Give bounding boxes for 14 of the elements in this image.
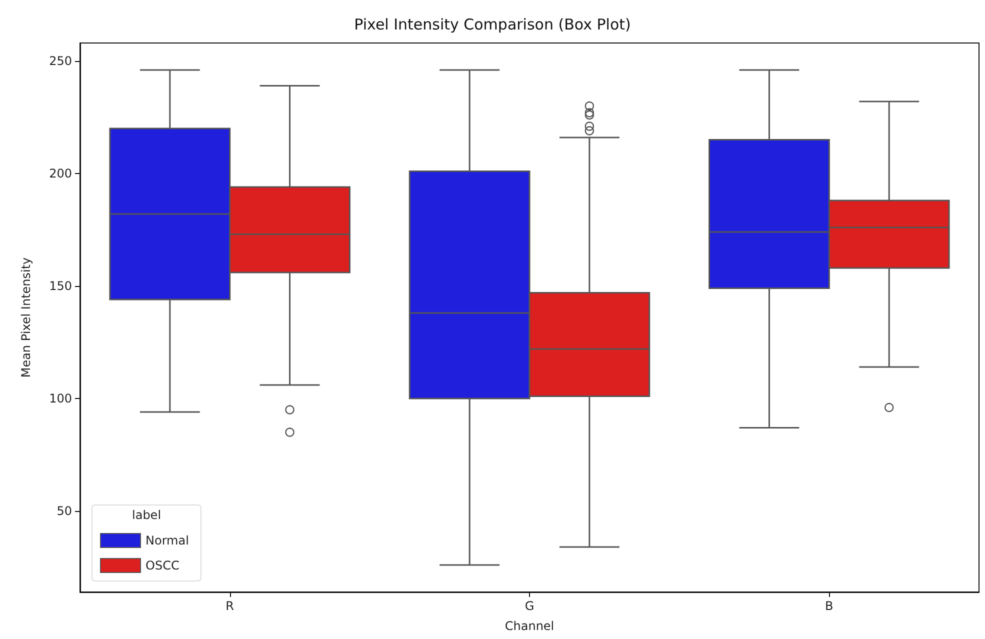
- legend-label: Normal: [146, 534, 189, 548]
- y-tick-label: 250: [49, 54, 72, 68]
- x-axis-title: Channel: [504, 619, 554, 633]
- y-tick-label: 100: [49, 392, 72, 406]
- legend-title: label: [132, 508, 162, 522]
- y-tick-label: 150: [49, 279, 72, 293]
- y-axis-title: Mean Pixel Intensity: [19, 257, 33, 378]
- x-tick-label: G: [524, 599, 534, 613]
- y-tick-label: 200: [49, 166, 72, 180]
- y-tick-label: 50: [56, 504, 72, 518]
- x-tick-label: B: [825, 599, 834, 613]
- x-tick-label: R: [226, 599, 234, 613]
- chart-title: Pixel Intensity Comparison (Box Plot): [354, 16, 631, 34]
- legend-label: OSCC: [146, 558, 180, 572]
